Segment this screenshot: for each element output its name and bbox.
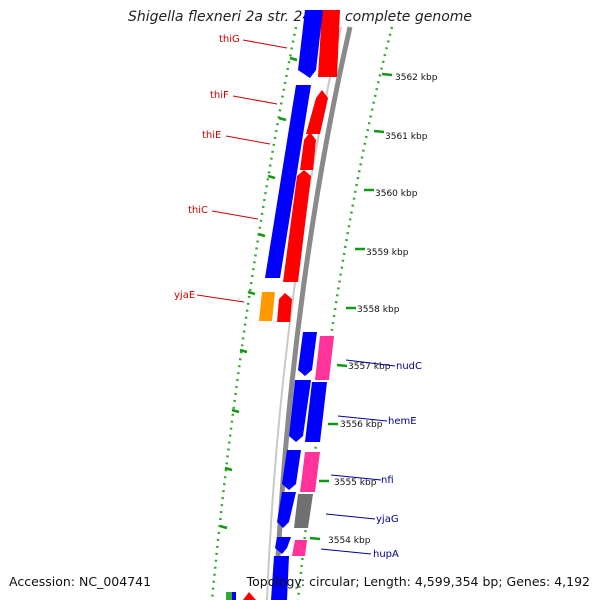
gene-label-thiG: thiG [219,34,240,45]
gene-pink-hupA [292,540,307,556]
gene-label-nfi: nfi [381,475,394,486]
gene-partial-blue-block [271,556,289,600]
kbp-label-3562: 3562 kbp [395,73,438,83]
kbp-label-3555: 3555 kbp [334,478,377,488]
gene-bottom-blue [232,592,236,600]
reverse-label-lines [320,359,396,555]
kbp-label-3554: 3554 kbp [328,536,371,546]
gene-thiE-block [300,132,316,170]
gene-nudC-block [298,332,317,376]
gene-label-yjaE: yjaE [174,290,195,301]
gene-hupA-blue-block [275,537,291,554]
gene-bottom-green [226,592,232,600]
forward-label-lines [196,39,288,303]
inner-ticks [219,56,298,530]
kbp-label-3557: 3557 kbp [348,362,391,372]
gene-gray-yjaG [294,494,313,528]
gene-pink-1 [315,336,334,380]
gene-label-hemE: hemE [388,416,417,427]
gene-label-hupA: hupA [373,549,399,560]
gene-hemE-block [289,380,311,442]
gene-yjaE-orange [259,292,275,321]
accession-text: Accession: NC_004741 [9,574,152,589]
gene-label-nudC: nudC [396,361,422,372]
gene-pink-3 [300,452,320,492]
gene-thiG-block [318,10,340,77]
genome-summary-text: Topology: circular; Length: 4,599,354 bp… [246,574,590,589]
gene-label-yjaG: yjaG [376,514,399,525]
inner-scale-ring [210,26,298,600]
gene-nfi-block [282,450,301,490]
kbp-label-3559: 3559 kbp [366,248,409,258]
kbp-label-3556: 3556 kbp [340,420,383,430]
kbp-label-3558: 3558 kbp [357,305,400,315]
gene-thiF-blue-block [265,85,311,278]
kbp-label-3560: 3560 kbp [375,189,418,199]
gene-yjaG-blue-block [277,492,296,528]
gene-thiC-block [283,170,311,282]
gene-label-thiE: thiE [202,130,221,141]
outer-ticks [309,72,393,541]
gene-thiG-blue-block [298,10,323,78]
gene-label-thiF: thiF [210,90,229,101]
map-title: Shigella flexneri 2a str. 2457T, complet… [127,9,473,25]
gene-label-thiC: thiC [188,205,208,216]
reverse-genes [265,10,323,600]
forward-genes [277,10,340,322]
gene-bottom-red [243,592,256,600]
gene-thiF-block [306,90,328,134]
gene-hemE-forward [305,382,327,442]
gene-yjaE-red-block [277,293,292,322]
kbp-label-3561: 3561 kbp [385,132,428,142]
backbone-inner [266,26,342,600]
other-genes [226,292,334,600]
